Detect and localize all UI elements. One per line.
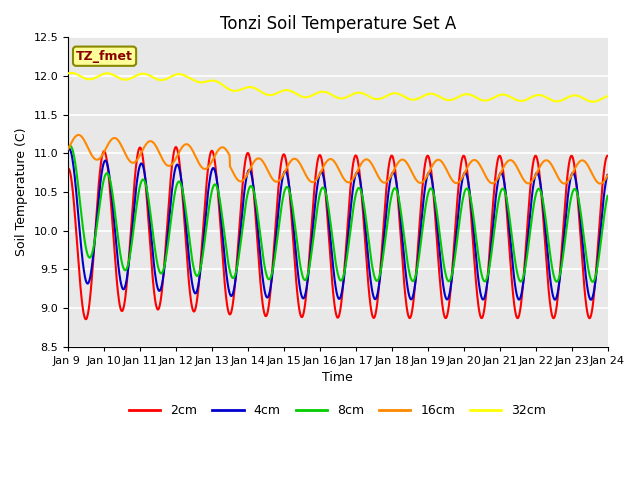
16cm xyxy=(492,178,500,184)
4cm xyxy=(172,166,179,171)
32cm xyxy=(245,84,253,90)
16cm xyxy=(64,146,72,152)
2cm xyxy=(422,156,430,162)
16cm xyxy=(75,132,83,138)
8cm xyxy=(172,188,179,194)
Line: 8cm: 8cm xyxy=(68,146,607,282)
16cm xyxy=(604,173,611,179)
32cm xyxy=(540,93,548,99)
2cm xyxy=(64,166,72,172)
8cm xyxy=(422,203,429,209)
4cm xyxy=(540,209,548,215)
8cm xyxy=(184,228,192,234)
Line: 2cm: 2cm xyxy=(68,147,607,319)
2cm xyxy=(540,228,548,234)
4cm xyxy=(64,147,72,153)
Title: Tonzi Soil Temperature Set A: Tonzi Soil Temperature Set A xyxy=(220,15,456,33)
8cm xyxy=(64,146,72,152)
16cm xyxy=(422,176,429,181)
8cm xyxy=(492,213,500,219)
8cm xyxy=(540,203,548,209)
X-axis label: Time: Time xyxy=(323,372,353,384)
2cm xyxy=(245,152,253,158)
32cm xyxy=(589,99,596,105)
4cm xyxy=(587,297,595,302)
16cm xyxy=(540,158,548,164)
16cm xyxy=(172,156,179,162)
2cm xyxy=(172,144,179,150)
32cm xyxy=(184,74,192,80)
4cm xyxy=(492,192,500,197)
Line: 16cm: 16cm xyxy=(68,135,607,184)
8cm xyxy=(589,279,596,285)
16cm xyxy=(184,142,192,148)
4cm xyxy=(245,168,253,173)
Text: TZ_fmet: TZ_fmet xyxy=(76,50,133,63)
4cm xyxy=(65,146,73,152)
16cm xyxy=(596,181,604,187)
Legend: 2cm, 4cm, 8cm, 16cm, 32cm: 2cm, 4cm, 8cm, 16cm, 32cm xyxy=(124,399,551,422)
32cm xyxy=(492,94,500,99)
4cm xyxy=(184,248,192,254)
8cm xyxy=(67,143,74,149)
8cm xyxy=(604,193,611,199)
4cm xyxy=(422,181,429,187)
32cm xyxy=(422,92,429,98)
2cm xyxy=(493,164,500,170)
2cm xyxy=(82,316,90,322)
Line: 4cm: 4cm xyxy=(68,149,607,300)
32cm xyxy=(64,71,72,76)
2cm xyxy=(185,277,193,283)
2cm xyxy=(604,153,611,159)
Y-axis label: Soil Temperature (C): Soil Temperature (C) xyxy=(15,128,28,256)
32cm xyxy=(67,70,75,76)
2cm xyxy=(172,144,180,150)
8cm xyxy=(245,187,253,192)
4cm xyxy=(604,172,611,178)
16cm xyxy=(245,168,253,174)
Line: 32cm: 32cm xyxy=(68,73,607,102)
32cm xyxy=(172,72,179,78)
32cm xyxy=(604,93,611,99)
